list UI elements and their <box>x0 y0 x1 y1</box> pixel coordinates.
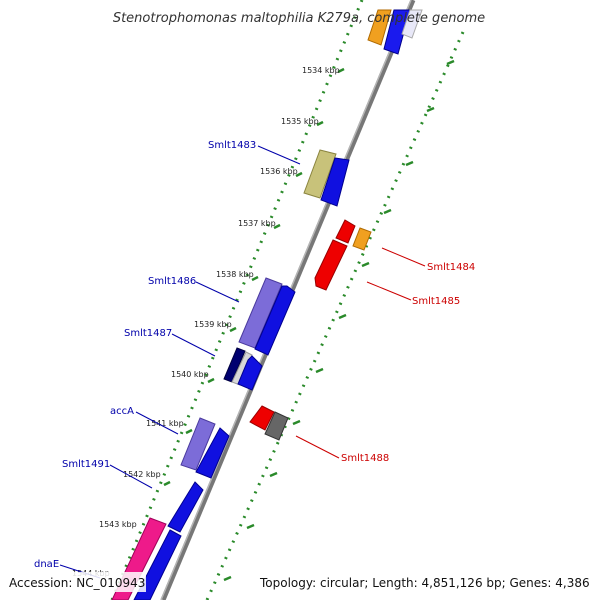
tick-label: 1537 kbp <box>238 219 276 228</box>
tick-label: 1534 kbp <box>302 66 340 75</box>
genome-stats-text: Topology: circular; Length: 4,851,126 bp… <box>259 576 590 590</box>
tick-label: 1543 kbp <box>99 520 137 529</box>
accession-backdrop <box>4 572 146 592</box>
gene-feature <box>195 427 230 479</box>
gene-feature <box>314 239 348 291</box>
gene-label-smlt1491[interactable]: Smlt1491 <box>62 459 110 470</box>
tick-label: 1539 kbp <box>194 320 232 329</box>
tick-label: 1535 kbp <box>281 117 319 126</box>
accession-text: Accession: NC_010943 <box>9 576 145 590</box>
gene-feature <box>335 219 356 244</box>
gene-feature <box>237 355 263 391</box>
gene-label-smlt1483[interactable]: Smlt1483 <box>208 140 256 151</box>
gene-label-accA[interactable]: accA <box>110 406 134 417</box>
gene-feature <box>401 9 423 39</box>
reverse-track-ticks <box>223 59 455 582</box>
forward-genes <box>111 9 423 600</box>
reverse-genes <box>249 219 372 441</box>
gene-feature <box>352 227 372 251</box>
gene-feature <box>249 405 275 431</box>
gene-feature <box>167 481 204 533</box>
gene-feature <box>367 9 392 46</box>
forward-dotted-track <box>110 0 364 600</box>
gene-labels: Smlt1483 Smlt1486 Smlt1487 accA Smlt1491… <box>34 140 475 570</box>
gene-feature <box>383 9 411 55</box>
gene-label-smlt1487[interactable]: Smlt1487 <box>124 328 172 339</box>
gene-feature <box>303 149 337 199</box>
gene-feature <box>254 285 296 356</box>
genome-title: Stenotrophomonas maltophilia K279a, comp… <box>113 11 485 26</box>
gene-feature <box>180 417 216 471</box>
reverse-dotted-track <box>205 31 465 600</box>
gene-label-smlt1488[interactable]: Smlt1488 <box>341 453 389 464</box>
label-leaders <box>59 145 426 579</box>
tick-label: 1542 kbp <box>123 470 161 479</box>
gene-feature <box>264 411 289 441</box>
tick-label: 1540 kbp <box>171 370 209 379</box>
tick-label: 1541 kbp <box>146 419 184 428</box>
tick-label: 1538 kbp <box>216 270 254 279</box>
tick-label: 1536 kbp <box>260 167 298 176</box>
gene-label-smlt1485[interactable]: Smlt1485 <box>412 296 460 307</box>
gene-label-smlt1486[interactable]: Smlt1486 <box>148 276 196 287</box>
gene-label-dnaE[interactable]: dnaE <box>34 559 59 570</box>
gene-label-smlt1484[interactable]: Smlt1484 <box>427 262 475 273</box>
gene-feature <box>320 157 350 207</box>
